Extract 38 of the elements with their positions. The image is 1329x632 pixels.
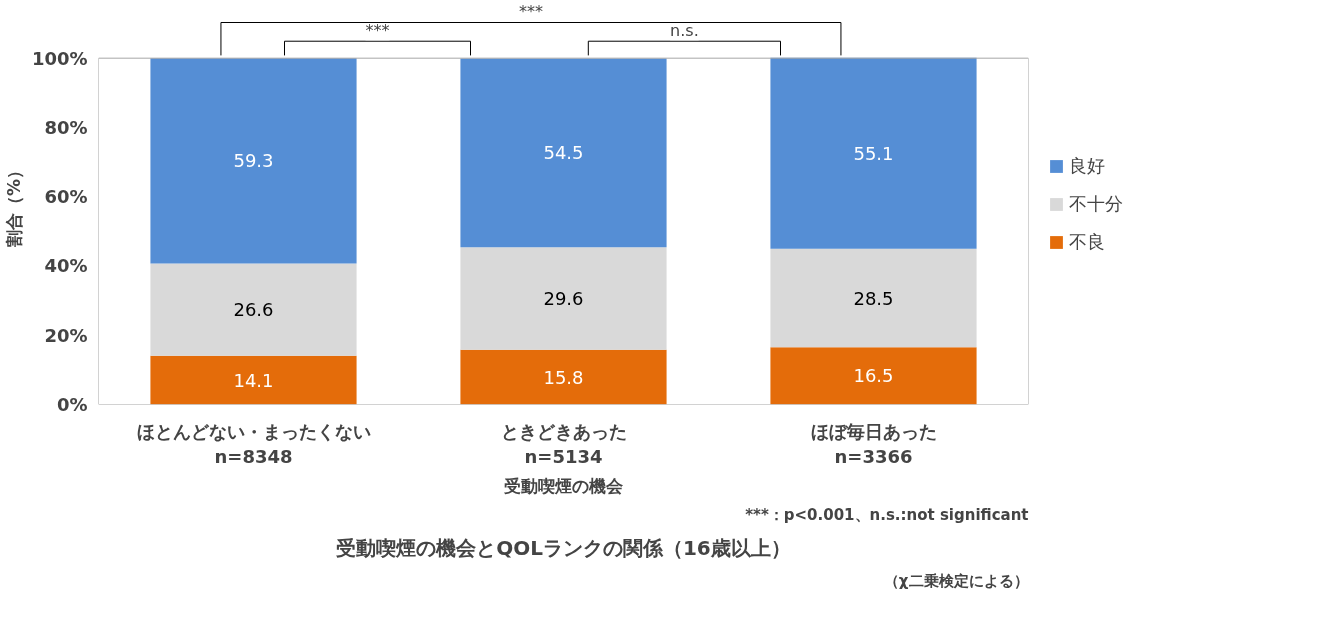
x-tick-label: ほとんどない・まったくない n=8348 bbox=[136, 420, 371, 467]
y-tick-label: 80% bbox=[44, 116, 88, 138]
data-label: 15.8 bbox=[543, 366, 584, 388]
data-label: 26.6 bbox=[233, 299, 274, 321]
bar bbox=[150, 263, 357, 356]
y-tick-label: 40% bbox=[44, 255, 88, 277]
legend-label: 不十分 bbox=[1069, 192, 1123, 216]
x-axis-title: 受動喫煙の機会 bbox=[504, 475, 624, 496]
y-tick-label: 0% bbox=[56, 394, 88, 415]
y-tick-label: 60% bbox=[44, 186, 88, 208]
bar bbox=[460, 349, 667, 405]
bar bbox=[770, 57, 977, 249]
text: *** bbox=[518, 2, 543, 22]
bar bbox=[770, 248, 977, 348]
bar bbox=[460, 58, 667, 248]
data-label: 14.1 bbox=[233, 369, 274, 391]
data-label: 55.1 bbox=[853, 142, 894, 164]
bar bbox=[770, 347, 977, 405]
x-tick-label: ときどきあった n=5134 bbox=[500, 420, 627, 467]
y-axis-title: 割合（%） bbox=[3, 161, 24, 249]
data-label: 28.5 bbox=[853, 287, 894, 309]
legend-label: 良好 bbox=[1069, 154, 1105, 178]
data-label: 29.6 bbox=[543, 288, 584, 310]
data-label: 54.5 bbox=[543, 142, 584, 164]
bar bbox=[460, 247, 667, 350]
data-label: 16.5 bbox=[853, 365, 894, 387]
y-tick-label: 20% bbox=[44, 324, 88, 346]
data-label: 59.3 bbox=[233, 150, 274, 172]
text: ***：p<0.001、n.s.:not significant bbox=[745, 505, 1029, 524]
y-tick-label: 100% bbox=[31, 47, 88, 69]
text: *** bbox=[365, 21, 390, 41]
text: （χ二乗検定による） bbox=[883, 571, 1029, 590]
x-tick-label: ほぼ毎日あった n=3366 bbox=[810, 420, 937, 467]
bar bbox=[150, 58, 357, 264]
text: 受動喫煙の機会とQOLランクの関係（16歳以上） bbox=[336, 535, 791, 560]
text: n.s. bbox=[670, 21, 699, 41]
legend-label: 不良 bbox=[1069, 230, 1105, 254]
bar bbox=[150, 355, 357, 405]
